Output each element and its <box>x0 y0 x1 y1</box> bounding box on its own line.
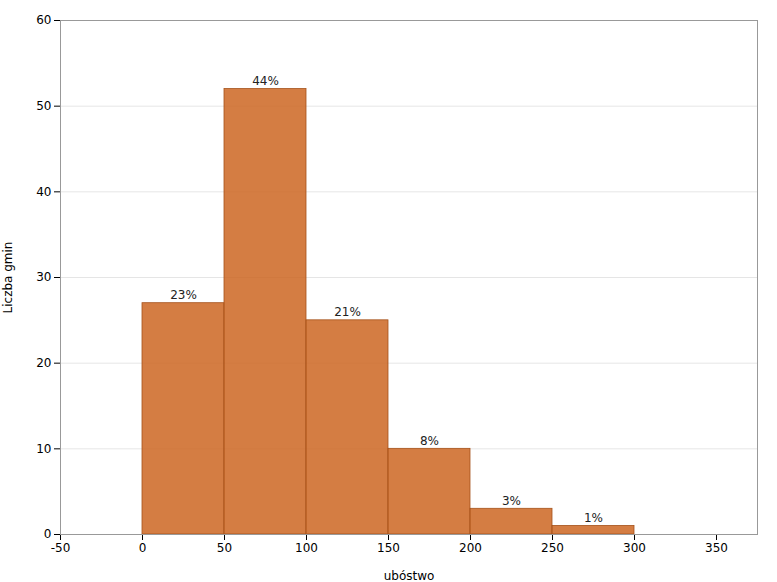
svg-text:21%: 21% <box>334 305 361 319</box>
svg-text:100: 100 <box>295 541 318 555</box>
svg-text:44%: 44% <box>252 74 279 88</box>
svg-text:0: 0 <box>139 541 147 555</box>
svg-text:60: 60 <box>36 13 51 27</box>
svg-text:200: 200 <box>459 541 482 555</box>
svg-text:50: 50 <box>36 99 51 113</box>
svg-text:8%: 8% <box>420 434 439 448</box>
svg-text:3%: 3% <box>502 494 521 508</box>
svg-text:50: 50 <box>217 541 232 555</box>
svg-text:40: 40 <box>36 185 51 199</box>
svg-text:-50: -50 <box>51 541 71 555</box>
svg-text:30: 30 <box>36 270 51 284</box>
svg-text:10: 10 <box>36 442 51 456</box>
svg-text:Liczba gmin: Liczba gmin <box>1 242 15 314</box>
svg-text:0: 0 <box>44 527 52 541</box>
svg-text:20: 20 <box>36 356 51 370</box>
svg-text:250: 250 <box>541 541 564 555</box>
svg-text:1%: 1% <box>584 511 603 525</box>
svg-text:ubóstwo: ubóstwo <box>384 569 435 582</box>
svg-text:350: 350 <box>705 541 728 555</box>
svg-text:150: 150 <box>377 541 400 555</box>
svg-text:23%: 23% <box>170 288 197 302</box>
svg-text:300: 300 <box>623 541 646 555</box>
